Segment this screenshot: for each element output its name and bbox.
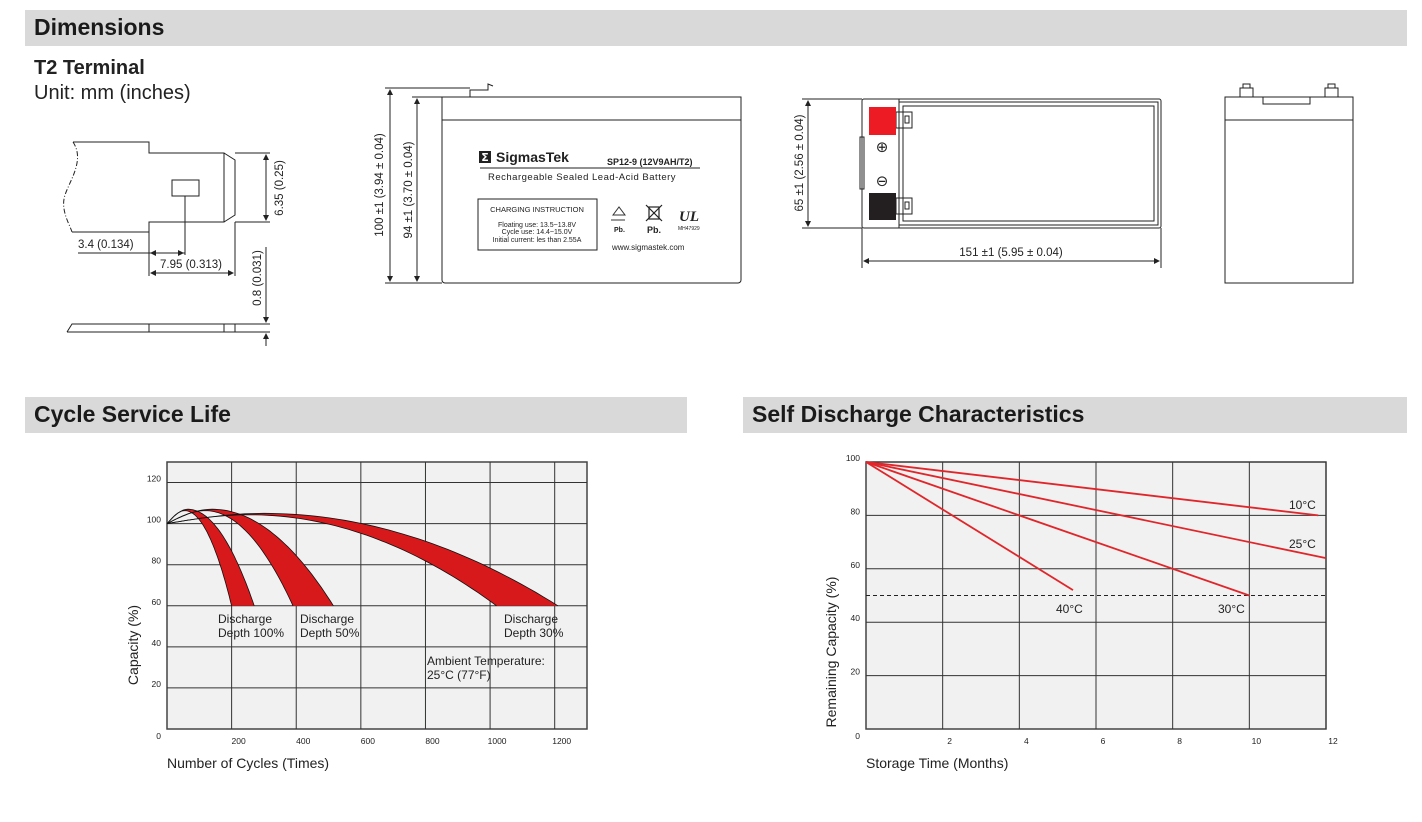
sd-y-axis-label: Remaining Capacity (%) (823, 577, 839, 728)
x-tick-label: 200 (232, 736, 246, 746)
series-label-dod30-line1: Discharge (504, 612, 558, 626)
negative-symbol: ⊖ (876, 172, 889, 190)
capacity-band-2 (167, 513, 558, 606)
terminal-drawing (63, 141, 270, 346)
y-tick-label: 60 (152, 597, 162, 607)
battery-description: Rechargeable Sealed Lead-Acid Battery (488, 172, 676, 183)
y-tick-label: 20 (152, 679, 162, 689)
width-dim: 65 ±1 (2.56 ± 0.04) (794, 114, 806, 211)
case-height-dim: 94 ±1 (3.70 ± 0.04) (403, 141, 415, 238)
brand-logo-symbol: Σ (481, 151, 489, 164)
negative-terminal (869, 193, 896, 220)
capacity-band-1 (167, 509, 334, 606)
ul-code: MH47929 (678, 226, 700, 232)
series-label-dod30-line2: Depth 30% (504, 626, 564, 640)
capacity-curve-inner-2 (166, 514, 497, 607)
y-tick-label: 100 (147, 515, 161, 525)
series-label-25c: 25°C (1289, 537, 1316, 551)
x-tick-label: 6 (1101, 736, 1106, 746)
series-line-3 (865, 461, 1074, 591)
cycle-header: Cycle Service Life (25, 397, 687, 433)
x-tick-label: 800 (425, 736, 439, 746)
ambient-temp-line2: 25°C (77°F) (427, 668, 491, 682)
y-tick-label: 60 (851, 560, 861, 570)
self-discharge-chart: 2 4 6 8 10 12 0 20 40 60 80 100 (846, 453, 1338, 746)
total-height-dim: 100 ±1 (3.94 ± 0.04) (374, 133, 386, 237)
brand-name: SigmasTek (496, 149, 569, 165)
pb-label-2: Pb. (647, 225, 661, 235)
website-url: www.sigmastek.com (611, 243, 685, 252)
cycle-x-axis-label: Number of Cycles (Times) (167, 755, 329, 771)
capacity-curve-inner-0 (166, 510, 232, 606)
series-label-30c: 30°C (1218, 602, 1245, 616)
unit-label: Unit: mm (inches) (34, 82, 191, 104)
charging-floating: Floating use: 13.5~13.8V (498, 222, 576, 229)
terminal-thickness-dim: 0.8 (0.031) (252, 250, 264, 306)
x-tick-label: 10 (1252, 736, 1262, 746)
ul-icon: UL (679, 209, 699, 225)
cycle-y-axis-label: Capacity (%) (125, 605, 141, 685)
series-line-0 (865, 461, 1319, 517)
battery-front-view (385, 83, 742, 284)
sd-x-axis-label: Storage Time (Months) (866, 755, 1008, 771)
y-tick-label: 80 (152, 556, 162, 566)
x-tick-label: 1200 (552, 736, 571, 746)
self-discharge-title: Self Discharge Characteristics (752, 401, 1085, 427)
capacity-curve-inner-1 (166, 510, 294, 606)
y-tick-label: 100 (846, 453, 860, 463)
x-tick-label: 400 (296, 736, 310, 746)
x-tick-label: 8 (1177, 736, 1182, 746)
crossed-bin-icon (645, 204, 663, 222)
recycle-icon (611, 206, 626, 221)
battery-top-view (802, 98, 1162, 268)
self-discharge-header: Self Discharge Characteristics (743, 397, 1407, 433)
charging-title: CHARGING INSTRUCTION (490, 205, 584, 214)
charging-initial: Initial current: les than 2.55A (493, 237, 582, 244)
positive-symbol: ⊕ (876, 138, 889, 156)
terminal-width-dim: 7.95 (0.313) (160, 259, 222, 271)
dimensions-title: Dimensions (34, 14, 165, 40)
length-dim: 151 ±1 (5.95 ± 0.04) (959, 247, 1063, 259)
x-tick-label: 12 (1328, 736, 1338, 746)
terminal-hole (171, 179, 200, 197)
series-label-dod100-line2: Depth 100% (218, 626, 284, 640)
y-tick-label: 40 (152, 638, 162, 648)
y-tick-label: 20 (851, 667, 861, 677)
x-tick-label: 2 (947, 736, 952, 746)
x-tick-label: 1000 (488, 736, 507, 746)
x-tick-label: 600 (361, 736, 375, 746)
terminal-height-dim: 6.35 (0.25) (274, 160, 286, 216)
y-tick-label: 120 (147, 474, 161, 484)
cycle-title: Cycle Service Life (34, 401, 231, 427)
cycle-life-chart: 200 400 600 800 1000 1200 0 20 40 60 80 100 120 (147, 461, 588, 746)
series-label-40c: 40°C (1056, 602, 1083, 616)
series-label-dod50-line1: Discharge (300, 612, 354, 626)
capacity-band-0 (167, 509, 255, 606)
series-label-dod50-line2: Depth 50% (300, 626, 360, 640)
ambient-temp-line1: Ambient Temperature: (427, 654, 545, 668)
positive-terminal (869, 107, 896, 135)
charging-cycle: Cycle use: 14.4~15.0V (502, 229, 573, 236)
terminal-hole-offset-dim: 3.4 (0.134) (78, 239, 134, 251)
pb-label-1: Pb. (614, 227, 625, 234)
brand-logo (479, 151, 491, 163)
series-label-dod100-line1: Discharge (218, 612, 272, 626)
y-tick-label: 0 (855, 731, 860, 741)
dimensions-header: Dimensions (25, 10, 1407, 46)
model-number: SP12-9 (12V9AH/T2) (607, 157, 693, 167)
x-tick-label: 4 (1024, 736, 1029, 746)
series-line-1 (865, 461, 1327, 560)
series-line-2 (865, 461, 1250, 597)
y-tick-label: 0 (156, 731, 161, 741)
series-label-10c: 10°C (1289, 498, 1316, 512)
battery-side-view (1224, 83, 1354, 284)
terminal-title: T2 Terminal (34, 57, 145, 79)
y-tick-label: 80 (851, 506, 861, 516)
y-tick-label: 40 (851, 613, 861, 623)
